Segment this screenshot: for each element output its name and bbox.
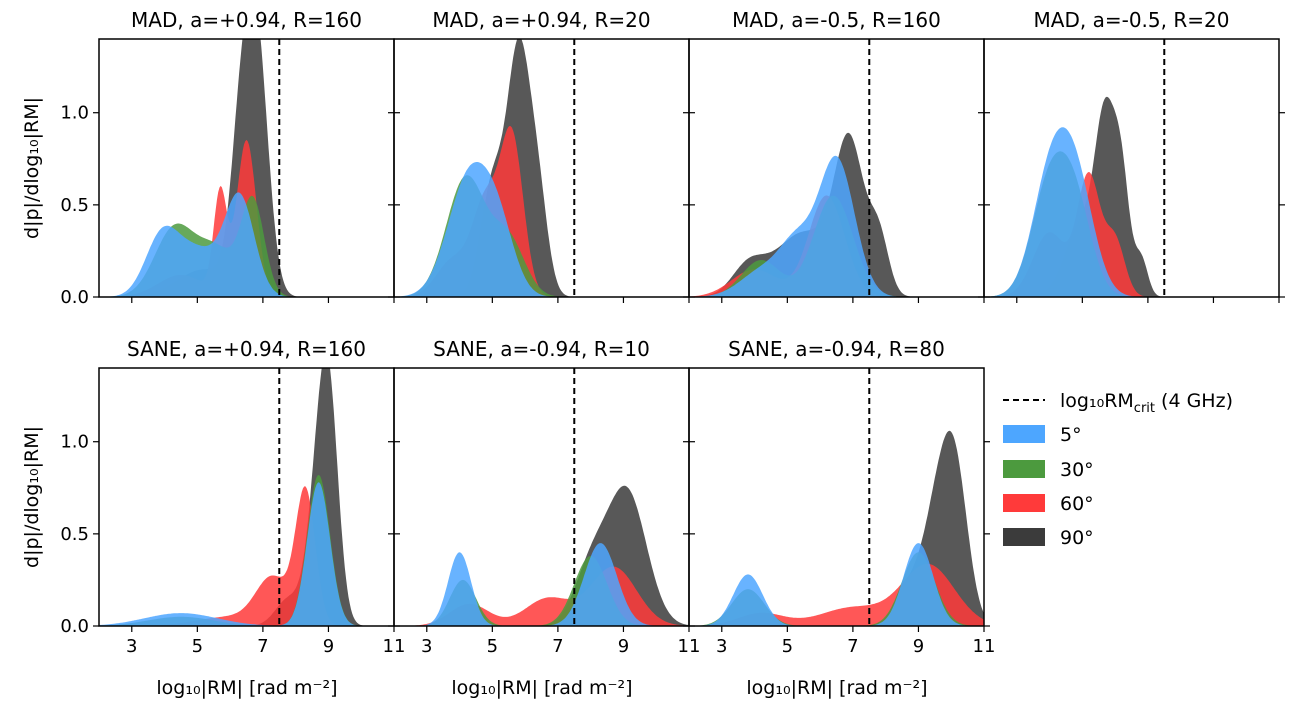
legend-swatch-60 bbox=[1003, 494, 1045, 512]
panel-title: SANE, a=+0.94, R=160 bbox=[127, 337, 366, 361]
area-series-30deg bbox=[99, 475, 394, 626]
x-tick-label: 5 bbox=[192, 636, 203, 657]
series-group bbox=[689, 430, 984, 626]
panel-4: MAD, a=-0.5, R=20 bbox=[978, 8, 1285, 303]
legend-label-90: 90° bbox=[1060, 527, 1094, 549]
x-tick-label: 9 bbox=[913, 636, 924, 657]
series-group bbox=[984, 96, 1279, 297]
x-tick-label: 11 bbox=[973, 636, 996, 657]
legend-label-30: 30° bbox=[1060, 459, 1094, 481]
legend-label-5: 5° bbox=[1060, 424, 1082, 446]
ylabel-top: d|p|/dlog₁₀|RM| bbox=[21, 97, 43, 239]
panel-1: MAD, a=+0.94, R=160 0.0 0.5 1.0 bbox=[60, 8, 400, 308]
series-group bbox=[394, 485, 689, 626]
area-series-5deg bbox=[394, 543, 689, 626]
panel-title: MAD, a=-0.5, R=160 bbox=[732, 8, 941, 32]
x-tick-label: 11 bbox=[678, 636, 701, 657]
y-tick-label: 1.0 bbox=[60, 103, 89, 124]
x-tick-label: 7 bbox=[552, 636, 563, 657]
y-tick-label: 1.0 bbox=[60, 432, 89, 453]
x-tick-label: 9 bbox=[323, 636, 334, 657]
panel-2: MAD, a=+0.94, R=20 bbox=[388, 8, 695, 303]
legend: log₁₀RMcrit (4 GHz) 5° 30° 60° 90° bbox=[1003, 390, 1233, 549]
series-group bbox=[689, 132, 984, 297]
legend-swatch-5 bbox=[1003, 425, 1045, 443]
panel-6: SANE, a=-0.94, R=10 3 5 7 9 11 bbox=[388, 337, 700, 657]
legend-rmcrit-tail: (4 GHz) bbox=[1155, 390, 1233, 412]
y-tick-label: 0.0 bbox=[60, 287, 89, 308]
legend-label-60: 60° bbox=[1060, 493, 1094, 515]
x-tick-label: 3 bbox=[421, 636, 432, 657]
area-series-5deg bbox=[984, 127, 1279, 297]
legend-rmcrit-sub: crit bbox=[1134, 401, 1155, 416]
y-tick-label: 0.5 bbox=[60, 524, 89, 545]
y-tick-label: 0.5 bbox=[60, 195, 89, 216]
series-group bbox=[99, 39, 394, 297]
area-series-90deg bbox=[394, 39, 689, 297]
xlabel-panel-6: log₁₀|RM| [rad m⁻²] bbox=[451, 677, 632, 699]
panel-title: MAD, a=+0.94, R=20 bbox=[432, 8, 650, 32]
panel-5: SANE, a=+0.94, R=160 3 5 7 9 11 0.0 0.5 1.0 bbox=[60, 337, 405, 657]
x-tick-label: 3 bbox=[126, 636, 137, 657]
x-tick-label: 5 bbox=[487, 636, 498, 657]
panel-7: SANE, a=-0.94, R=80 3 5 7 9 11 bbox=[683, 337, 995, 657]
area-series-5deg bbox=[394, 162, 689, 297]
area-series-90deg bbox=[99, 368, 394, 626]
area-series-5deg bbox=[99, 192, 394, 297]
ylabel-bottom: d|p|/dlog₁₀|RM| bbox=[21, 426, 43, 568]
legend-swatch-30 bbox=[1003, 460, 1045, 478]
panel-3: MAD, a=-0.5, R=160 bbox=[683, 8, 990, 303]
x-tick-label: 7 bbox=[257, 636, 268, 657]
area-series-5deg bbox=[689, 155, 984, 297]
panel-frame bbox=[983, 38, 1280, 298]
x-tick-label: 3 bbox=[716, 636, 727, 657]
panel-frame bbox=[98, 367, 395, 627]
panel-title: SANE, a=-0.94, R=10 bbox=[433, 337, 650, 361]
area-series-5deg bbox=[689, 543, 984, 626]
panel-title: MAD, a=-0.5, R=20 bbox=[1034, 8, 1230, 32]
x-tick-label: 9 bbox=[618, 636, 629, 657]
x-tick-label: 5 bbox=[782, 636, 793, 657]
series-group bbox=[99, 368, 394, 626]
xlabel-panel-5: log₁₀|RM| [rad m⁻²] bbox=[156, 677, 337, 699]
y-tick-label: 0.0 bbox=[60, 616, 89, 637]
area-series-5deg bbox=[99, 482, 394, 626]
panel-title: SANE, a=-0.94, R=80 bbox=[728, 337, 945, 361]
series-group bbox=[394, 39, 689, 297]
legend-rmcrit-label: log₁₀RMcrit (4 GHz) bbox=[1060, 390, 1233, 416]
x-tick-label: 11 bbox=[383, 636, 406, 657]
panel-title: MAD, a=+0.94, R=160 bbox=[131, 8, 362, 32]
panel-frame bbox=[688, 367, 985, 627]
legend-rmcrit-main: log₁₀RM bbox=[1060, 390, 1134, 412]
legend-swatch-90 bbox=[1003, 528, 1045, 546]
x-tick-label: 7 bbox=[847, 636, 858, 657]
area-series-90deg bbox=[984, 96, 1279, 297]
xlabel-panel-7: log₁₀|RM| [rad m⁻²] bbox=[746, 677, 927, 699]
